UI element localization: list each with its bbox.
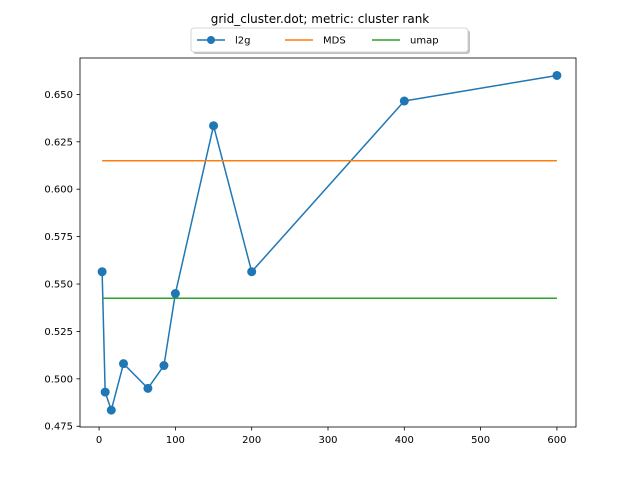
series-line-l2g	[101, 74, 558, 411]
axes-frame	[79, 57, 577, 428]
x-tick-label: 300	[318, 435, 337, 446]
data-point-l2g	[170, 289, 180, 299]
data-point-l2g	[399, 96, 409, 106]
data-point-l2g	[119, 359, 128, 369]
x-tick-label: 0	[96, 435, 102, 446]
data-point-l2g	[143, 383, 153, 393]
axes: 0 100 200 300 400 500 600 0.475 0.500 0.525 0.550 0…	[44, 57, 577, 446]
y-tick-label: 0.475	[44, 422, 73, 433]
data-point-l2g	[100, 387, 110, 397]
data-point-l2g	[106, 405, 116, 415]
legend-label-l2g: l2g	[235, 36, 251, 47]
data-point-l2g	[247, 267, 257, 277]
x-tick-label: 600	[547, 435, 566, 446]
legend-label-umap: umap	[410, 36, 439, 47]
y-tick-label: 0.575	[44, 232, 73, 243]
legend: l2g MDS umap	[190, 27, 470, 54]
y-tick-label: 0.550	[44, 280, 73, 291]
x-tick-label: 100	[166, 435, 185, 446]
y-tick-label: 0.500	[44, 374, 73, 385]
y-tick-label: 0.650	[44, 90, 73, 101]
data-point-l2g	[97, 267, 107, 277]
y-tick-label: 0.600	[44, 185, 73, 196]
legend-box	[190, 27, 469, 53]
x-tick-label: 200	[242, 435, 261, 446]
chart-title: grid_cluster.dot; metric: cluster rank	[211, 12, 430, 26]
data-point-l2g	[209, 121, 219, 131]
plot-area	[97, 70, 562, 415]
y-tick-label: 0.625	[44, 137, 73, 148]
x-tick-label: 400	[395, 435, 414, 446]
y-tick-label: 0.525	[44, 327, 73, 338]
data-point-l2g	[552, 70, 562, 80]
legend-label-MDS: MDS	[323, 36, 346, 47]
data-point-l2g	[159, 361, 169, 371]
x-tick-label: 500	[471, 435, 490, 446]
legend-marker-l2g	[207, 36, 215, 44]
